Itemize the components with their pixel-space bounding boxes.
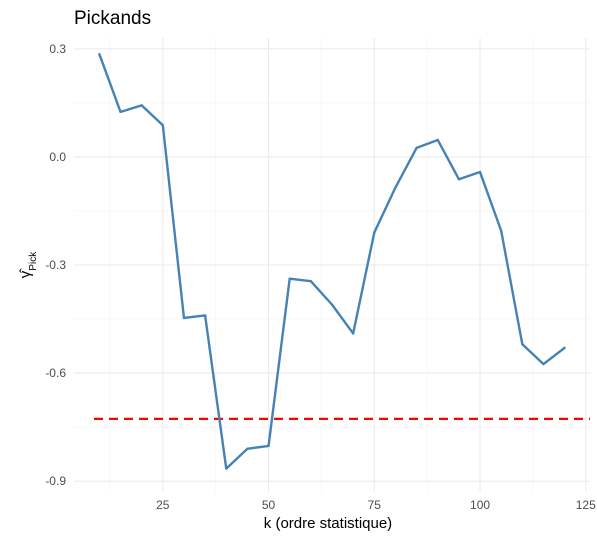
x-tick-label: 25 — [156, 498, 170, 512]
y-axis-label-main: γ̂Pick — [17, 251, 39, 278]
y-tick-label: -0.6 — [45, 366, 66, 380]
series-point — [203, 314, 207, 317]
x-axis-label: k (ordre statistique) — [264, 515, 392, 532]
series-line — [98, 53, 566, 470]
series-point — [542, 362, 545, 366]
series-point — [182, 316, 186, 320]
series-point — [161, 123, 165, 127]
series-point — [436, 138, 439, 142]
series-point — [563, 346, 566, 350]
series-point — [394, 186, 397, 189]
series-point — [267, 444, 270, 448]
x-tick-label: 100 — [470, 498, 490, 512]
series-point — [478, 170, 482, 174]
x-tick-label: 50 — [262, 498, 276, 512]
major-gridlines — [74, 38, 590, 492]
x-tick-label: 125 — [576, 498, 596, 512]
series-point — [415, 146, 418, 150]
chart-title: Pickands — [74, 8, 151, 29]
series-point — [309, 280, 313, 283]
series-point — [246, 447, 249, 450]
series-point — [119, 110, 122, 114]
y-axis-label: γ̂Pick — [17, 251, 39, 278]
series-points — [98, 53, 566, 470]
series-point — [499, 229, 503, 232]
y-tick-label: -0.3 — [45, 258, 66, 272]
series-point — [140, 104, 143, 107]
x-tick-label: 75 — [368, 498, 382, 512]
y-axis-ticks: -0.9 -0.6 -0.3 0.0 0.3 — [45, 42, 66, 488]
series-point — [457, 178, 461, 181]
x-axis-ticks: 25 50 75 100 125 — [156, 498, 596, 512]
series-point — [373, 231, 376, 234]
y-tick-label: 0.3 — [49, 42, 66, 56]
series-point — [98, 53, 101, 56]
series-point — [351, 332, 355, 335]
series-point — [225, 467, 228, 470]
series-point — [288, 277, 291, 280]
series-point — [330, 303, 334, 306]
y-tick-label: -0.9 — [45, 474, 66, 488]
series-point — [521, 343, 524, 346]
y-tick-label: 0.0 — [49, 150, 66, 164]
